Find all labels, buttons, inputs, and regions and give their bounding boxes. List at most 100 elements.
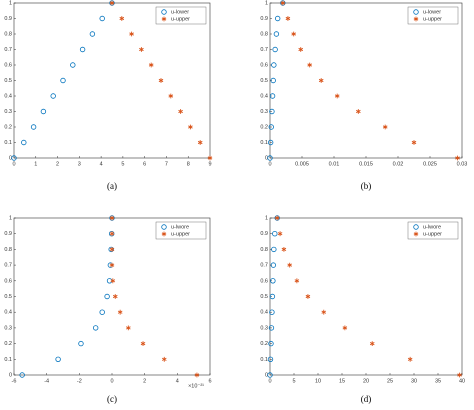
point bbox=[40, 108, 47, 115]
point bbox=[411, 140, 417, 145]
y-tick-label: 0.1 bbox=[260, 140, 268, 146]
y-tick-label: 0.6 bbox=[4, 278, 12, 284]
plot-area bbox=[13, 2, 211, 159]
legend-label: u-upper bbox=[423, 231, 442, 237]
y-tick-label: 0.6 bbox=[260, 278, 268, 284]
point bbox=[70, 62, 76, 68]
y-tick-label: 0.1 bbox=[4, 140, 12, 146]
x-tick-label: 6 bbox=[143, 161, 146, 167]
point bbox=[30, 124, 37, 130]
x-tick-label: 10 bbox=[315, 378, 321, 384]
point bbox=[78, 340, 84, 347]
point bbox=[104, 293, 110, 300]
x-tick-label: 0 bbox=[110, 378, 113, 384]
legend-label: u-upper bbox=[171, 231, 190, 237]
x-tick-label: 0 bbox=[268, 161, 271, 167]
x-tick-label: 3 bbox=[78, 161, 81, 167]
point bbox=[267, 139, 274, 146]
y-tick-label: 0.2 bbox=[260, 341, 268, 347]
y-tick-label: 0.5 bbox=[260, 78, 268, 84]
point bbox=[455, 155, 460, 161]
legend-marker bbox=[161, 224, 167, 230]
y-tick-label: 0.5 bbox=[260, 294, 268, 300]
point bbox=[270, 77, 276, 84]
point bbox=[268, 325, 275, 331]
point bbox=[197, 140, 203, 145]
point bbox=[109, 262, 115, 268]
plot-area bbox=[269, 217, 463, 376]
y-tick-label: 0 bbox=[265, 155, 268, 161]
point bbox=[178, 109, 183, 114]
y-tick-label: 1 bbox=[9, 215, 12, 221]
point bbox=[139, 47, 144, 52]
x-tick-label: 0.025 bbox=[423, 161, 437, 167]
point bbox=[106, 278, 113, 284]
point bbox=[271, 246, 277, 253]
point bbox=[307, 62, 312, 68]
y-tick-label: 0.1 bbox=[4, 357, 12, 363]
point bbox=[270, 278, 276, 284]
caption: (a) bbox=[107, 181, 117, 191]
y-tick-label: 0.6 bbox=[260, 62, 268, 68]
y-tick-label: 0.4 bbox=[4, 93, 12, 99]
y-tick-label: 0.8 bbox=[260, 31, 268, 37]
point bbox=[334, 93, 340, 99]
x-tick-label: 30 bbox=[411, 378, 417, 384]
x-tick-label: 6 bbox=[208, 378, 211, 384]
point bbox=[188, 124, 193, 130]
point bbox=[117, 309, 123, 315]
point bbox=[158, 78, 164, 83]
y-tick-label: 0.3 bbox=[260, 325, 268, 331]
y-tick-label: 0.8 bbox=[4, 31, 12, 37]
point bbox=[273, 31, 280, 37]
x-tick-label: 5 bbox=[292, 378, 295, 384]
legend-label: u-upper bbox=[171, 16, 190, 22]
point bbox=[407, 356, 413, 362]
point bbox=[287, 262, 292, 268]
x-tick-label: 15 bbox=[339, 378, 345, 384]
point bbox=[285, 16, 291, 21]
point bbox=[148, 62, 154, 68]
y-tick-label: 0.3 bbox=[260, 109, 268, 115]
point bbox=[112, 294, 118, 299]
y-tick-label: 1 bbox=[265, 0, 268, 6]
y-tick-label: 0.9 bbox=[4, 231, 12, 237]
point bbox=[109, 0, 115, 6]
y-tick-label: 0.9 bbox=[260, 16, 268, 22]
legend-label: u-lower bbox=[423, 9, 441, 15]
legend-marker bbox=[413, 231, 419, 237]
x-tick-label: 8 bbox=[187, 161, 190, 167]
point bbox=[129, 31, 134, 37]
point bbox=[356, 109, 361, 114]
point bbox=[109, 247, 115, 252]
point bbox=[50, 93, 56, 99]
point bbox=[267, 155, 273, 161]
y-tick-label: 0.2 bbox=[4, 124, 12, 130]
x-tick-label: -6 bbox=[12, 378, 17, 384]
x-tick-label: 2 bbox=[56, 161, 59, 167]
x-tick-label: 35 bbox=[435, 378, 441, 384]
point bbox=[382, 124, 388, 130]
point bbox=[119, 16, 125, 21]
legend-label: u-lwore bbox=[171, 224, 189, 230]
caption: (d) bbox=[361, 394, 372, 404]
legend-label: u-lwore bbox=[423, 224, 441, 230]
point bbox=[267, 356, 274, 362]
point bbox=[269, 93, 276, 99]
x-tick-label: 0.005 bbox=[295, 161, 309, 167]
x-tick-label: 2 bbox=[143, 378, 146, 384]
legend-marker bbox=[413, 16, 419, 22]
point bbox=[457, 372, 462, 378]
y-tick-label: 0.9 bbox=[4, 16, 12, 22]
caption: (b) bbox=[361, 181, 372, 191]
x-tick-label: 5 bbox=[121, 161, 124, 167]
point bbox=[321, 309, 327, 315]
legend-label: u-lower bbox=[171, 9, 189, 15]
point bbox=[318, 78, 324, 83]
y-tick-label: 0.8 bbox=[4, 247, 12, 253]
point bbox=[271, 62, 277, 68]
y-tick-label: 0.4 bbox=[4, 310, 12, 316]
y-tick-label: 0.6 bbox=[4, 62, 12, 68]
point bbox=[55, 356, 61, 362]
